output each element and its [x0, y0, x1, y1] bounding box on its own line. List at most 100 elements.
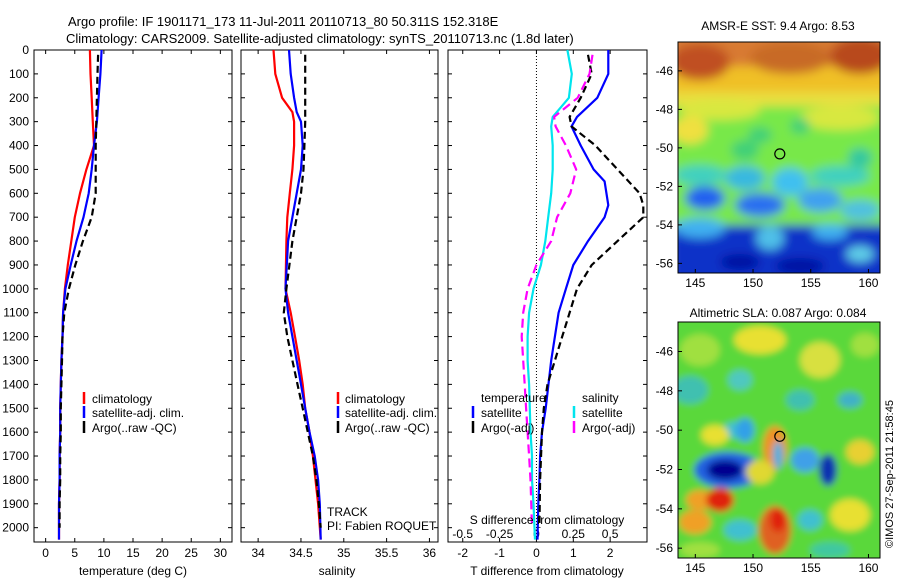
header-line1: Argo profile: IF 1901171_173 11-Jul-2011…	[68, 14, 499, 29]
y-tick-label: 1200	[2, 330, 29, 344]
y-tick-label: 2000	[2, 521, 29, 535]
map-y-tick-label: -56	[656, 541, 674, 555]
legend-satellite-label: satellite-adj. clim.	[345, 406, 437, 420]
x-tick-label: 25	[185, 546, 199, 560]
difference-legend: temperature salinity satellite Argo(-adj…	[471, 391, 635, 435]
x-tick-label: 1	[570, 546, 577, 560]
temperature-legend: climatology satellite-adj. clim. Argo(..…	[82, 392, 184, 435]
y-tick-label: 300	[9, 115, 29, 129]
x-tick-label: 30	[214, 546, 228, 560]
temperature-x-label: temperature (deg C)	[79, 564, 187, 578]
sla-map: Altimetric SLA: 0.087 Argo: 0.084	[656, 306, 881, 575]
x-tick-label: 0	[42, 546, 49, 560]
y-tick-label: 800	[9, 234, 29, 248]
y-tick-label: 700	[9, 210, 29, 224]
argo-position-marker	[774, 430, 786, 442]
legend-title-salinity: salinity	[582, 391, 619, 405]
x-tick-label: 36	[423, 546, 437, 560]
imos-watermark: ©IMOS 27-Sep-2011 21:58:45	[884, 400, 896, 548]
salinity-legend: climatology satellite-adj. clim. Argo(..…	[336, 392, 437, 435]
sst-heatmap	[678, 42, 880, 273]
y-tick-label: 400	[9, 139, 29, 153]
map-x-tick-label: 160	[858, 276, 878, 290]
legend-climatology-label: climatology	[92, 392, 152, 406]
map-y-tick-label: -48	[656, 102, 674, 116]
top-x-tick-label: -0.5	[452, 527, 473, 541]
map-y-tick-label: -50	[656, 141, 674, 155]
top-x-tick-label: -0.25	[486, 527, 514, 541]
salinity-difference-label: S difference from climatology	[470, 513, 625, 527]
map-y-tick-label: -48	[656, 384, 674, 398]
sla-map-frame	[677, 321, 881, 559]
salinity-plot-frame	[240, 49, 439, 543]
y-tick-label: 200	[9, 91, 29, 105]
legend-argo-label: Argo(..raw -QC)	[92, 421, 177, 435]
y-tick-label: 1700	[2, 449, 29, 463]
legend-argo-label: Argo(..raw -QC)	[345, 421, 430, 435]
legend-t-satellite-label: satellite	[481, 406, 522, 420]
map-x-tick-label: 155	[801, 276, 821, 290]
difference-panel: -2 -1 0 1 2 -0.5 -0.25 0 0.25 0.5 T difference f…	[447, 49, 648, 578]
map-y-tick-label: -46	[656, 64, 674, 78]
y-tick-label: 1000	[2, 282, 29, 296]
series-line-argo-raw-qc-	[282, 54, 322, 528]
sst-map: AMSR-E SST: 9.4 Argo: 8.53	[656, 19, 881, 290]
y-tick-label: 0	[22, 43, 29, 57]
legend-s-satellite-label: satellite	[582, 406, 623, 420]
legend-title-temperature: temperature	[481, 391, 546, 405]
legend-s-argo-label: Argo(-adj)	[582, 421, 635, 435]
series-line-argo-adj-	[538, 54, 645, 528]
series-line-satellite	[536, 50, 610, 540]
top-x-tick-label: 0.5	[602, 527, 619, 541]
x-tick-label: 2	[607, 546, 614, 560]
salinity-panel: 34 34.5 35 35.5 36 salinity climatology sate…	[240, 49, 439, 578]
x-tick-label: 5	[71, 546, 78, 560]
map-y-tick-label: -52	[656, 463, 674, 477]
x-tick-label: -2	[457, 546, 468, 560]
y-tick-label: 1100	[3, 306, 29, 320]
map-x-tick-label: 145	[685, 276, 705, 290]
y-tick-label: 1900	[2, 497, 29, 511]
y-tick-label: 1300	[2, 353, 29, 367]
difference-plot-frame	[447, 49, 648, 543]
y-tick-label: 1800	[2, 473, 29, 487]
header-line2: Climatology: CARS2009. Satellite-adjuste…	[66, 31, 574, 46]
y-tick-label: 100	[9, 67, 29, 81]
y-tick-label: 500	[9, 162, 29, 176]
x-tick-label: 20	[155, 546, 169, 560]
y-tick-label: 600	[9, 186, 29, 200]
map-y-tick-label: -52	[656, 179, 674, 193]
series-line-satellite	[526, 49, 573, 540]
x-tick-label: 10	[97, 546, 111, 560]
map-y-tick-label: -54	[656, 502, 674, 516]
x-tick-label: 34	[251, 546, 265, 560]
top-x-tick-label: 0.25	[562, 527, 586, 541]
map-x-tick-label: 150	[743, 561, 763, 575]
sla-heatmap	[678, 322, 880, 558]
series-line-argo-raw-qc-	[58, 54, 100, 528]
y-tick-label: 1400	[2, 377, 29, 391]
x-tick-label: 35	[337, 546, 351, 560]
map-y-tick-label: -56	[656, 256, 674, 270]
legend-t-argo-label: Argo(-adj)	[481, 421, 534, 435]
sst-map-frame	[677, 41, 881, 274]
map-x-tick-label: 155	[801, 561, 821, 575]
y-tick-label: 1600	[2, 425, 29, 439]
x-tick-label: 0	[533, 546, 540, 560]
sst-map-title: AMSR-E SST: 9.4 Argo: 8.53	[701, 19, 855, 33]
x-tick-label: 15	[126, 546, 140, 560]
sla-map-title: Altimetric SLA: 0.087 Argo: 0.084	[690, 306, 867, 320]
map-x-tick-label: 145	[685, 561, 705, 575]
map-x-tick-label: 150	[743, 276, 763, 290]
legend-climatology-label: climatology	[345, 392, 405, 406]
temperature-panel: 0 5 10 15 20 25 30 0 100 200 300 400 500 600 700 800 90…	[2, 43, 233, 578]
argo-position-marker	[774, 148, 786, 160]
y-tick-label: 900	[9, 258, 29, 272]
x-tick-label: 35.5	[375, 546, 399, 560]
difference-x-label: T difference from climatology	[470, 564, 624, 578]
y-tick-label: 1500	[2, 401, 29, 415]
map-y-tick-label: -50	[656, 423, 674, 437]
pi-label: PI: Fabien ROQUET	[327, 519, 437, 533]
x-tick-label: -1	[494, 546, 505, 560]
